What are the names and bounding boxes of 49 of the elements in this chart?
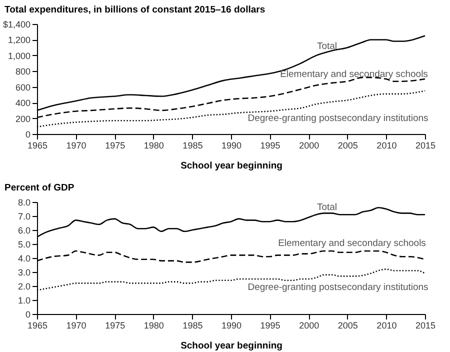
y-axis-title: Total expenditures, in billions of constant 2015–16 dollars xyxy=(4,4,266,16)
x-tick-label: 1990 xyxy=(221,320,242,330)
y-tick-label: 0 xyxy=(25,130,30,140)
x-tick-label: 1985 xyxy=(182,140,203,150)
x-tick-label: 1965 xyxy=(27,320,48,330)
series-label: Elementary and secondary schools xyxy=(280,69,428,80)
x-tick-label: 1975 xyxy=(105,320,126,330)
y-tick-label: 1,000 xyxy=(8,50,30,61)
x-tick-label: 1980 xyxy=(144,320,164,330)
x-tick-label: 2010 xyxy=(376,140,397,150)
y-tick-label: 4.0 xyxy=(18,254,30,264)
x-tick-label: 2000 xyxy=(299,140,320,150)
y-tick-label: 7.0 xyxy=(18,212,30,222)
x-tick-label: 1975 xyxy=(105,140,126,150)
x-tick-label: 1965 xyxy=(27,140,48,150)
x-tick-label: 2005 xyxy=(338,140,358,150)
y-tick-label: 400 xyxy=(15,98,30,108)
x-tick-label: 1970 xyxy=(66,140,86,150)
x-tick-label: 1995 xyxy=(260,140,280,150)
x-tick-label: 2000 xyxy=(299,320,320,330)
series-label: Total xyxy=(316,202,338,213)
y-axis-title: Percent of GDP xyxy=(4,182,75,194)
y-tick-label: 3.0 xyxy=(18,268,30,278)
x-tick-label: 2010 xyxy=(376,320,397,330)
y-tick-label: 1,200 xyxy=(8,35,30,46)
y-tick-label: 600 xyxy=(15,82,30,92)
x-tick-label: 2015 xyxy=(415,320,436,330)
x-tick-label: 1980 xyxy=(144,140,164,150)
x-tick-label: 2015 xyxy=(415,140,436,150)
y-tick-label: 800 xyxy=(15,66,30,77)
x-axis-title: School year beginning xyxy=(180,160,283,172)
y-tick-label: 200 xyxy=(15,114,30,124)
series-label: Elementary and secondary schools xyxy=(278,238,426,249)
x-tick-label: 1995 xyxy=(260,320,280,330)
series-label: Degree-granting postsecondary institutions xyxy=(248,282,429,293)
x-tick-label: 1990 xyxy=(221,140,242,150)
series-label: Total xyxy=(316,41,338,52)
series-label: Degree-granting postsecondary institutions xyxy=(248,113,429,124)
x-tick-label: 2005 xyxy=(338,320,358,330)
y-tick-label: $1,400 xyxy=(2,20,30,30)
y-tick-label: 5.0 xyxy=(18,240,30,250)
y-tick-label: 0 xyxy=(25,310,30,320)
y-tick-label: 1.0 xyxy=(18,296,30,306)
y-tick-label: 2.0 xyxy=(18,282,30,292)
x-axis-title: School year beginning xyxy=(180,340,283,352)
x-tick-label: 1970 xyxy=(66,320,86,330)
y-tick-label: 6.0 xyxy=(18,226,30,236)
x-tick-label: 1985 xyxy=(182,320,203,330)
y-tick-label: 8.0 xyxy=(18,198,30,208)
